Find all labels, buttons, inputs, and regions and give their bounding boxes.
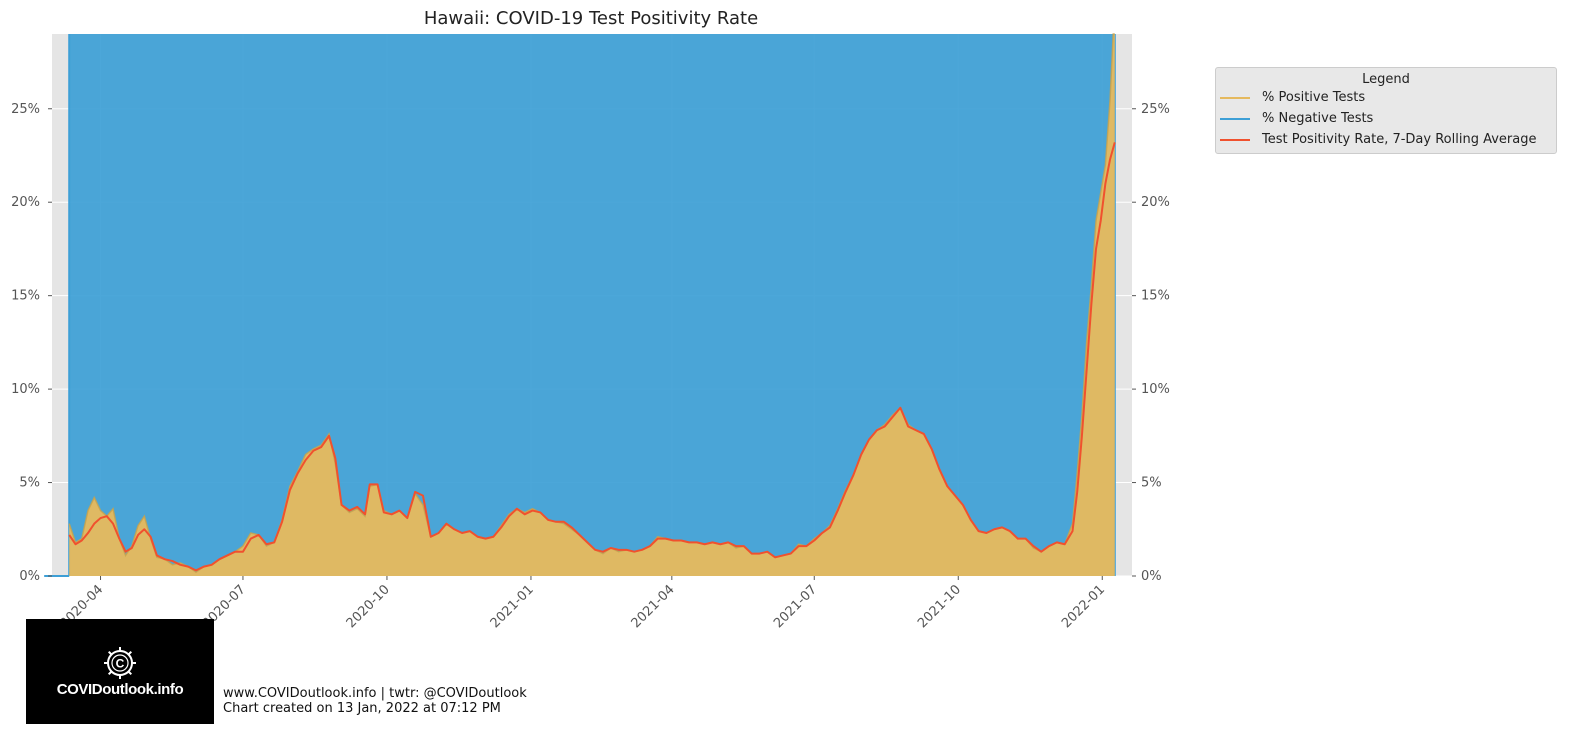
y-tick-label-right: 15%	[1141, 289, 1170, 304]
svg-text:C: C	[116, 657, 125, 671]
y-tick-label-right: 10%	[1141, 382, 1170, 397]
virus-c-logo-icon: C	[104, 647, 136, 679]
x-tick-label: 2020-10	[344, 582, 393, 631]
footer: www.COVIDoutlook.info | twtr: @COVIDoutl…	[223, 686, 527, 716]
x-tick-label: 2021-04	[629, 582, 678, 631]
y-ticks-right: 0% 5% 10% 15% 20% 25%	[1132, 102, 1170, 584]
logo: C COVIDoutlook.info	[26, 619, 214, 724]
legend-label-rolling: Test Positivity Rate, 7-Day Rolling Aver…	[1262, 132, 1537, 147]
y-tick-label-left: 25%	[11, 102, 40, 117]
y-tick-label-left: 15%	[11, 289, 40, 304]
legend-label-negative: % Negative Tests	[1262, 111, 1374, 126]
x-ticks: 2020-04 2020-07 2020-10 2021-01 2021-04 2021-…	[57, 576, 1108, 631]
y-tick-label-left: 5%	[19, 476, 40, 491]
legend-swatch-negative	[1220, 117, 1250, 120]
y-tick-label-right: 20%	[1141, 195, 1170, 210]
negative-tests-area	[69, 34, 1115, 576]
y-tick-label-right: 0%	[1141, 569, 1162, 584]
legend-item-negative: % Negative Tests	[1220, 108, 1556, 129]
legend: Legend % Positive Tests % Negative Tests…	[1215, 67, 1557, 154]
x-tick-label: 2021-07	[771, 582, 820, 631]
footer-line-2: Chart created on 13 Jan, 2022 at 07:12 P…	[223, 701, 501, 716]
legend-swatch-positive	[1220, 96, 1250, 99]
logo-text: COVIDoutlook.info	[56, 681, 184, 698]
y-tick-label-left: 0%	[19, 569, 40, 584]
y-ticks-left: 0% 5% 10% 15% 20% 25%	[11, 102, 52, 584]
y-tick-label-left: 10%	[11, 382, 40, 397]
y-tick-label-right: 5%	[1141, 476, 1162, 491]
legend-item-positive: % Positive Tests	[1220, 87, 1556, 108]
rolling-average-line	[68, 142, 1116, 572]
legend-label-positive: % Positive Tests	[1262, 90, 1366, 105]
legend-swatch-rolling	[1220, 138, 1250, 141]
x-tick-label: 2021-10	[915, 582, 964, 631]
x-tick-label: 2022-01	[1059, 582, 1108, 631]
y-tick-label-left: 20%	[11, 195, 40, 210]
legend-title: Legend	[1362, 72, 1410, 87]
x-tick-label: 2021-01	[488, 582, 537, 631]
footer-line-1: www.COVIDoutlook.info | twtr: @COVIDoutl…	[223, 686, 527, 701]
legend-item-rolling: Test Positivity Rate, 7-Day Rolling Aver…	[1220, 129, 1556, 150]
chart-title: Hawaii: COVID-19 Test Positivity Rate	[424, 8, 758, 29]
y-tick-label-right: 25%	[1141, 102, 1170, 117]
